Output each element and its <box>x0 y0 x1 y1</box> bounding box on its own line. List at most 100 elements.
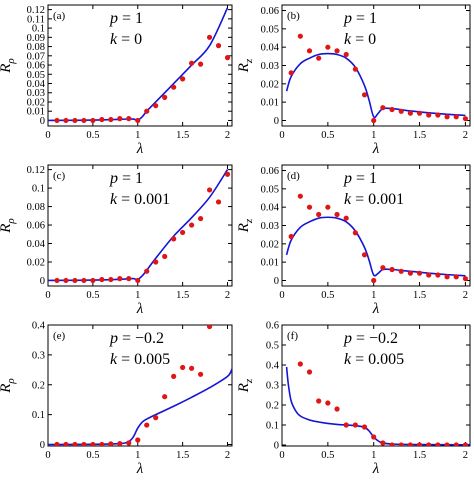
y-tick-label: 0.05 <box>27 70 45 81</box>
y-axis-label: Rρ <box>0 378 17 393</box>
panel-label: (a) <box>53 10 66 22</box>
data-point <box>189 222 195 228</box>
data-point <box>453 442 459 446</box>
panel-e: 0 0.5 1 1.5 2 0 0.1 0.2 0.3 0.4 λ Rρ (e) p = −0.2 k = … <box>0 321 233 477</box>
y-axis-label: Rρ <box>0 218 17 233</box>
data-point <box>153 103 159 109</box>
data-point <box>361 92 368 98</box>
data-point <box>453 274 459 280</box>
data-point <box>371 117 377 124</box>
data-point <box>206 187 213 193</box>
data-point <box>126 276 132 282</box>
parameter-annotation: k = 0.001 <box>110 191 170 208</box>
x-tick-label: 1.5 <box>413 290 426 301</box>
data-point <box>297 193 303 199</box>
y-tick-label: 0.01 <box>27 107 45 118</box>
data-point <box>343 51 349 58</box>
y-tick-label: 0.5 <box>266 341 279 352</box>
data-point <box>334 211 340 218</box>
data-point <box>63 441 69 446</box>
x-tick-label: 1 <box>371 130 376 141</box>
data-point <box>316 398 322 404</box>
x-tick-label: 1 <box>135 130 140 141</box>
x-tick-label: 1 <box>371 450 376 461</box>
data-point <box>99 441 105 446</box>
data-point <box>197 61 204 67</box>
data-point <box>180 76 186 82</box>
panel-label: (b) <box>287 10 300 22</box>
x-tick-label: 1.5 <box>413 130 426 141</box>
theory-curve <box>48 368 232 446</box>
y-tick-label: 0.09 <box>27 33 45 44</box>
parameter-annotation: p = −0.2 <box>343 330 398 347</box>
data-point <box>380 265 386 271</box>
data-point <box>380 105 386 111</box>
data-point <box>389 266 395 273</box>
data-point <box>153 415 159 421</box>
x-tick-label: 1.5 <box>176 450 189 461</box>
data-point <box>435 272 441 278</box>
data-point <box>352 230 358 236</box>
panel-c: 0 0.5 1 1.5 2 0 0.02 0.04 0.06 0.08 0.1 0.12 λ Rρ (c) p… <box>0 164 233 317</box>
parameter-annotation: k = 0 <box>344 31 376 48</box>
y-tick-label: 0 <box>40 116 45 127</box>
data-point <box>306 369 313 375</box>
data-point <box>306 204 313 210</box>
data-point <box>453 114 459 120</box>
data-point <box>444 442 450 446</box>
data-point <box>144 268 150 274</box>
y-tick-label: 0.4 <box>266 361 280 372</box>
y-tick-label: 0.1 <box>266 421 279 432</box>
data-point <box>435 442 441 446</box>
y-axis-label: Rz <box>236 218 255 233</box>
x-tick-label: 1 <box>135 450 140 461</box>
y-tick-label: 0.1 <box>32 184 45 195</box>
data-point <box>297 361 303 367</box>
x-tick-label: 0 <box>279 450 284 461</box>
plot-area <box>48 325 232 446</box>
x-axis-label: λ <box>136 301 144 317</box>
y-tick-label: 0.05 <box>261 24 279 35</box>
y-tick-label: 0 <box>40 276 45 287</box>
data-point <box>189 365 195 371</box>
data-point <box>444 114 450 120</box>
x-tick-label: 1.5 <box>176 290 189 301</box>
panel-label: (f) <box>287 330 298 342</box>
y-tick-label: 0.01 <box>261 258 279 269</box>
data-point <box>162 253 168 260</box>
data-point <box>416 442 423 446</box>
x-tick-label: 0.5 <box>321 130 334 141</box>
data-point <box>389 442 395 446</box>
y-tick-label: 0.02 <box>27 257 45 268</box>
data-point <box>144 422 150 428</box>
y-tick-label: 0 <box>274 441 279 452</box>
data-point <box>224 55 231 61</box>
data-point <box>407 110 413 116</box>
data-point <box>426 112 432 118</box>
data-point <box>197 215 204 222</box>
plot-area <box>285 193 469 284</box>
data-point <box>407 270 413 276</box>
parameter-annotation: p = 1 <box>343 10 377 27</box>
parameter-annotation: k = 0.005 <box>110 351 170 368</box>
y-tick-label: 0.04 <box>261 43 280 54</box>
data-point <box>334 48 340 54</box>
data-point <box>126 440 132 446</box>
y-axis-label: Rz <box>236 58 255 73</box>
y-tick-label: 0.04 <box>27 79 46 90</box>
data-point <box>334 406 340 412</box>
data-point <box>81 277 87 284</box>
data-point <box>135 117 141 124</box>
data-point <box>180 229 186 236</box>
data-point <box>197 371 204 377</box>
parameter-annotation: k = 0 <box>110 31 142 48</box>
data-point <box>135 437 141 443</box>
data-point <box>162 94 168 100</box>
data-point <box>398 442 404 446</box>
data-point <box>54 277 60 284</box>
data-point <box>171 84 177 90</box>
data-point <box>416 110 423 116</box>
x-tick-label: 2 <box>463 130 468 141</box>
data-point <box>206 34 213 40</box>
